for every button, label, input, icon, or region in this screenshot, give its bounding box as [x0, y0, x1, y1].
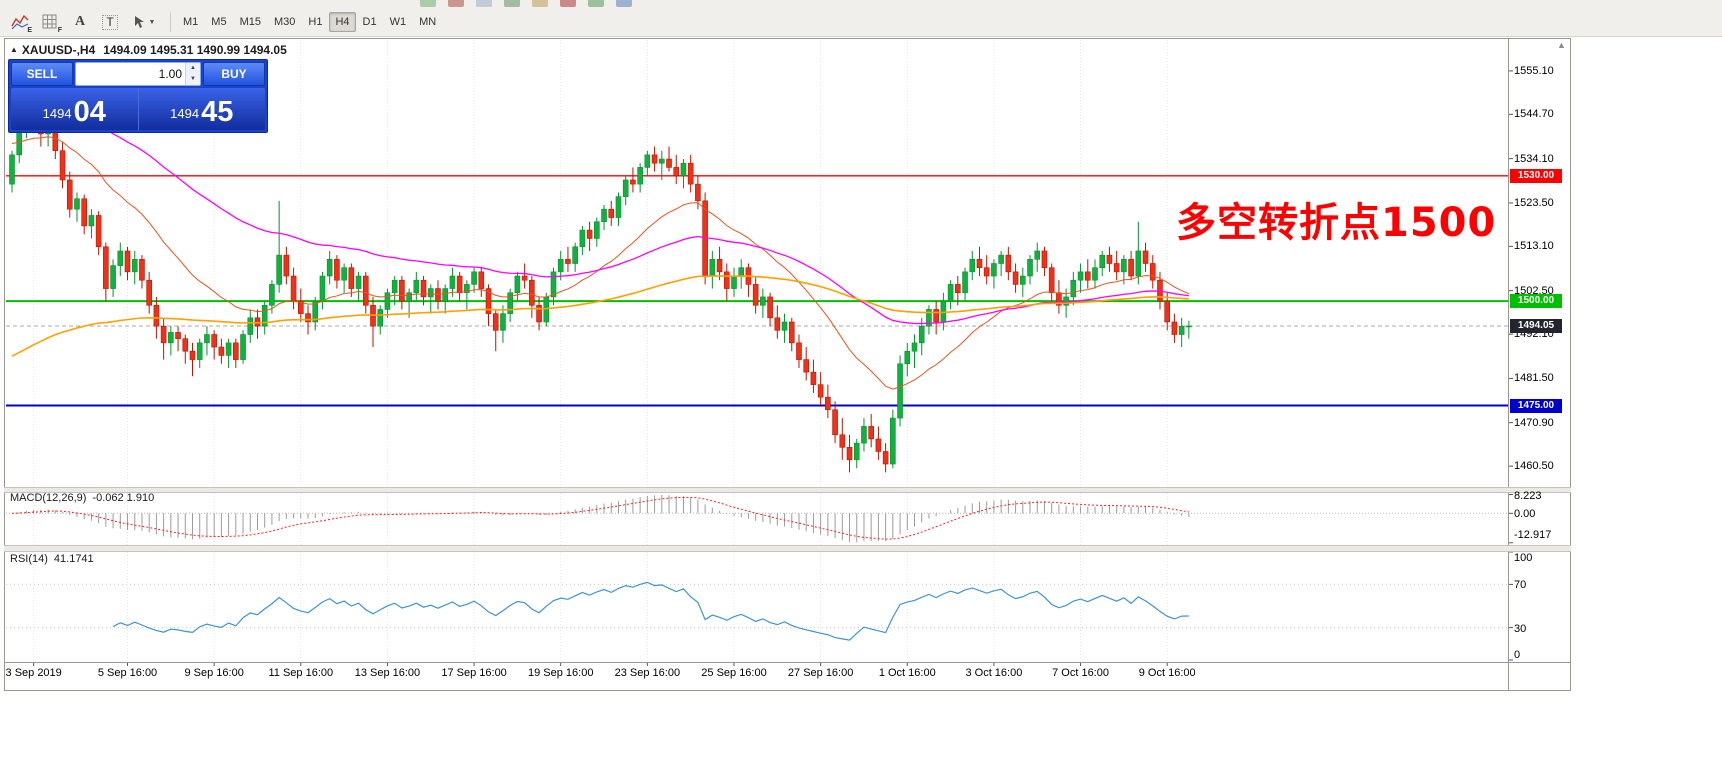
- rsi-value: 41.1741: [53, 553, 94, 565]
- text-a-icon[interactable]: A: [74, 14, 86, 29]
- rsi-axis-label: 0: [1514, 649, 1521, 661]
- price-axis-label: 1523.50: [1514, 196, 1554, 209]
- candles-layer: [9, 96, 1192, 473]
- price-axis-label: 1555.10: [1514, 64, 1554, 77]
- cropped-toolbar-strip: [0, 0, 1722, 8]
- timeframe-m5[interactable]: M5: [205, 12, 232, 32]
- time-axis-label: 17 Sep 16:00: [441, 667, 507, 679]
- time-axis-label: 13 Sep 16:00: [354, 667, 421, 679]
- chart-text-annotation[interactable]: 多空转折点1500: [1176, 200, 1497, 246]
- rsi-panel-splitter[interactable]: [4, 545, 1571, 552]
- rsi-line: [112, 581, 1189, 641]
- timeframe-h1[interactable]: H1: [302, 12, 328, 32]
- time-axis-label: 3 Sep 2019: [5, 667, 62, 679]
- macd-axis-label: 0.00: [1514, 508, 1536, 521]
- timeframe-m30[interactable]: M30: [268, 12, 301, 32]
- buy-price-main: 1494: [170, 106, 200, 121]
- price-axis-label: 1534.10: [1514, 152, 1554, 165]
- macd-axis-label: 8.223: [1514, 489, 1542, 502]
- macd-panel-splitter[interactable]: [4, 487, 1571, 493]
- cropped-icon: [448, 0, 464, 7]
- time-axis-label: 1 Oct 16:00: [878, 667, 936, 679]
- collapse-arrow-icon[interactable]: ▲: [10, 45, 18, 54]
- price-axis-label: 1460.50: [1514, 460, 1554, 473]
- price-axis-label: 1470.90: [1514, 416, 1554, 429]
- volume-field: ▲ ▼: [75, 62, 201, 86]
- time-axis-label: 9 Oct 16:00: [1138, 667, 1196, 679]
- price-axis-label: 1544.70: [1514, 108, 1554, 121]
- cropped-icon: [476, 0, 492, 7]
- timeframe-w1[interactable]: W1: [384, 12, 413, 32]
- buy-price-pips: 45: [201, 96, 234, 128]
- cropped-icon: [420, 0, 436, 7]
- axis-scroll-arrow[interactable]: ▲: [1557, 40, 1566, 50]
- sell-price-display[interactable]: 1494 04: [11, 88, 139, 130]
- price-axis-label: 1481.50: [1514, 372, 1554, 385]
- rsi-axis-label: 70: [1514, 579, 1527, 592]
- indicators-e-icon[interactable]: E: [6, 10, 34, 34]
- time-axis-label: 25 Sep 16:00: [701, 667, 767, 679]
- chart-window: [4, 38, 1571, 691]
- volume-decrease-button[interactable]: ▼: [186, 74, 200, 85]
- cropped-icon: [560, 0, 576, 7]
- cropped-icon: [504, 0, 520, 7]
- rsi-axis-label: 100: [1514, 552, 1533, 564]
- time-axis-label: 23 Sep 16:00: [614, 667, 681, 679]
- time-axis-label: 3 Oct 16:00: [965, 667, 1023, 679]
- timeframe-mn[interactable]: MN: [413, 12, 442, 32]
- ma-slow-line: [11, 275, 1189, 357]
- symbol-title: XAUUSD-,H4: [21, 43, 96, 57]
- price-axis-border: [1508, 38, 1509, 691]
- text-label-icon[interactable]: T: [96, 10, 124, 34]
- macd-signal-line: [11, 496, 1189, 540]
- time-axis-label: 9 Sep 16:00: [184, 667, 244, 679]
- price-tag-1500.00[interactable]: 1500.00: [1510, 294, 1562, 309]
- cropped-icon: [616, 0, 632, 7]
- cropped-icon: [588, 0, 604, 7]
- ma-fast-line: [11, 136, 1190, 390]
- time-axis-label: 7 Oct 16:00: [1052, 667, 1109, 679]
- timeframe-d1[interactable]: D1: [357, 12, 383, 32]
- time-axis-label: 5 Sep 16:00: [97, 667, 158, 679]
- ohlc-values: 1494.09 1495.31 1490.99 1494.05: [103, 43, 287, 57]
- rsi-label: RSI(14) 41.1741: [10, 553, 94, 565]
- sell-button[interactable]: SELL: [11, 62, 73, 86]
- symbol-header: ▲ XAUUSD-,H4 1494.09 1495.31 1490.99 1494.…: [10, 43, 287, 57]
- macd-axis-label: -12.917: [1514, 529, 1552, 541]
- macd-histogram: [18, 494, 1190, 543]
- volume-input[interactable]: [76, 66, 185, 82]
- price-axis-label: 1502.50: [1514, 284, 1554, 297]
- ma-mid-line: [11, 97, 1189, 325]
- price-tag-1475.00[interactable]: 1475.00: [1510, 398, 1562, 413]
- sell-price-pips: 04: [73, 96, 106, 128]
- time-axis-label: 19 Sep 16:00: [527, 667, 594, 679]
- grid-f-icon[interactable]: F: [36, 10, 64, 34]
- sell-price-main: 1494: [42, 106, 72, 121]
- time-axis-label: 11 Sep 16:00: [268, 667, 334, 679]
- rsi-axis-label: 30: [1514, 622, 1527, 635]
- volume-increase-button[interactable]: ▲: [186, 63, 200, 74]
- buy-price-display[interactable]: 1494 45: [139, 88, 266, 130]
- arrow-tools-icon[interactable]: ▼: [126, 10, 162, 34]
- price-axis-label: 1513.10: [1514, 240, 1554, 253]
- macd-label: MACD(12,26,9) -0.062 1.910: [10, 492, 155, 504]
- timeframe-m15[interactable]: M15: [234, 12, 267, 32]
- time-axis-border: [4, 662, 1571, 663]
- cropped-icon: [532, 0, 548, 7]
- one-click-trading-panel: SELL ▲ ▼ BUY 1494 04 1494 45: [8, 59, 268, 133]
- timeframe-m1[interactable]: M1: [177, 12, 204, 32]
- price-tag-1530.00[interactable]: 1530.00: [1510, 168, 1562, 183]
- chart-toolbar: E F A T ▼ M1 M5 M15 M30 H1 H4 D1 W1 MN: [0, 8, 1722, 37]
- timeframe-group: M1 M5 M15 M30 H1 H4 D1 W1 MN: [177, 12, 443, 32]
- bid-price-tag: 1494.05: [1510, 318, 1562, 333]
- grid-layer: [33, 40, 1168, 666]
- macd-values: -0.062 1.910: [92, 492, 155, 504]
- toolbar-separator: [170, 12, 171, 32]
- time-axis-label: 27 Sep 16:00: [787, 667, 854, 679]
- buy-button[interactable]: BUY: [203, 62, 265, 86]
- timeframe-h4[interactable]: H4: [329, 12, 356, 32]
